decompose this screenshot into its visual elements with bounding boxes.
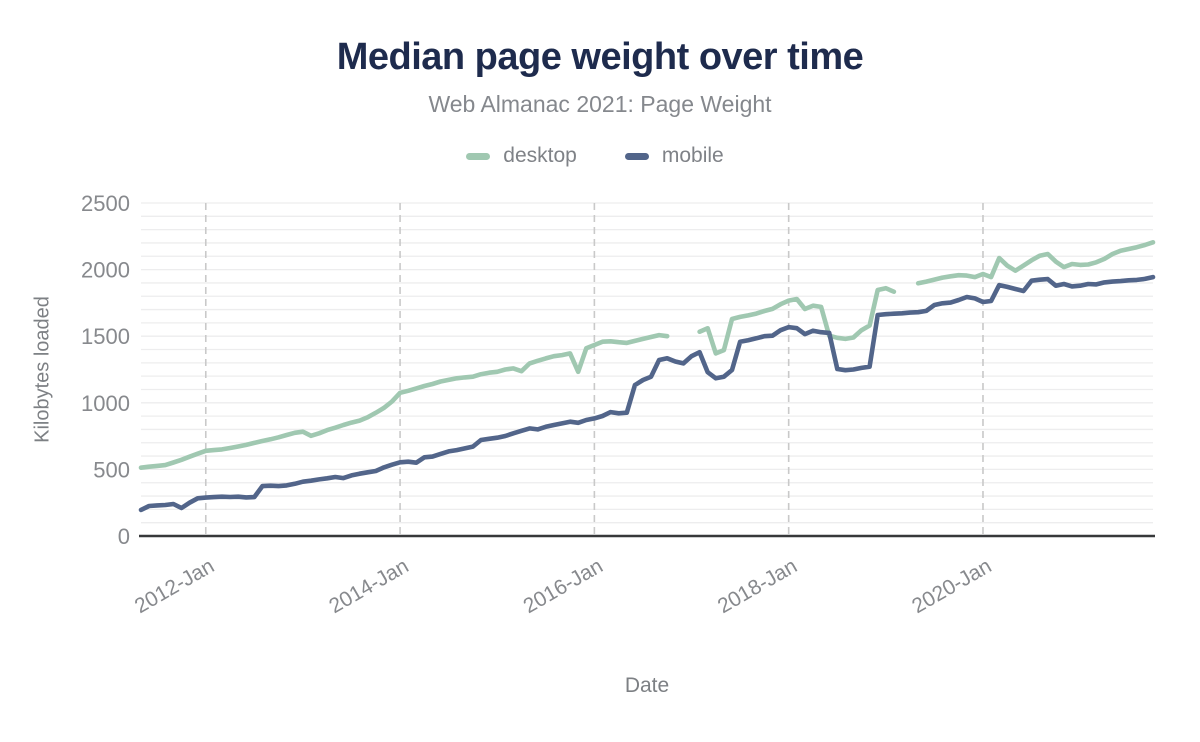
y-tick-label: 1500 <box>81 324 130 349</box>
mobile-series-swatch <box>624 152 649 160</box>
y-tick-label: 500 <box>93 457 130 482</box>
x-tick-label: 2012-Jan <box>131 554 218 618</box>
legend-item-mobile[interactable]: mobile <box>624 144 724 168</box>
y-axis-title: Kilobytes loaded <box>31 296 54 443</box>
page-subtitle: Web Almanac 2021: Page Weight <box>428 91 772 117</box>
page-title: Median page weight over time <box>336 36 864 78</box>
legend-label-mobile: mobile <box>661 144 724 167</box>
y-tick-label: 2000 <box>81 258 130 283</box>
legend-item-desktop[interactable]: desktop <box>466 144 577 168</box>
mobile-line <box>138 274 1156 513</box>
desktop-line <box>138 240 1156 470</box>
x-tick-label: 2016-Jan <box>520 554 607 618</box>
legend: desktop mobile <box>0 144 1190 168</box>
legend-label-desktop: desktop <box>503 144 577 167</box>
x-tick-labels: 2012-Jan 2014-Jan 2016-Jan 2018-Jan 2020-Jan <box>131 554 996 618</box>
y-tick-labels: 0 500 1000 1500 2000 2500 <box>81 191 130 549</box>
series-lines <box>138 240 1156 513</box>
x-axis-title: Date <box>624 674 670 697</box>
vertical-gridlines <box>204 203 984 536</box>
y-tick-label: 1000 <box>81 391 130 416</box>
horizontal-gridlines <box>141 202 1153 524</box>
x-tick-label: 2018-Jan <box>714 554 801 618</box>
x-tick-label: 2014-Jan <box>325 554 412 618</box>
x-tick-label: 2020-Jan <box>908 554 995 618</box>
y-tick-label: 0 <box>118 524 130 549</box>
desktop-series-swatch <box>466 152 491 160</box>
y-tick-label: 2500 <box>81 191 130 216</box>
